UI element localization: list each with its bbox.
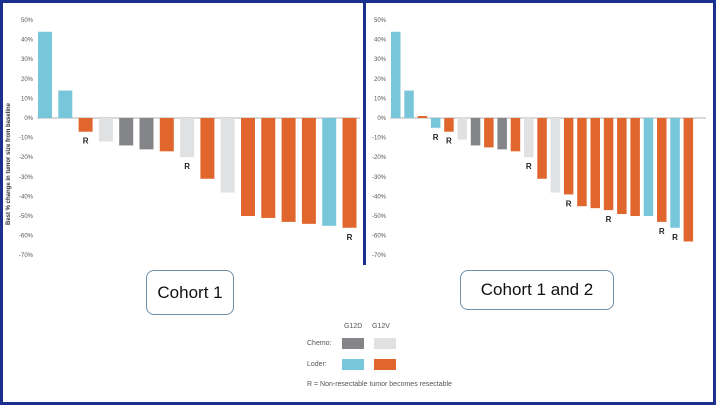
resectable-marker: R [184, 162, 190, 171]
bar-loder-g12v [444, 118, 454, 132]
y-tick-label: 20% [374, 77, 387, 83]
legend-footnote: R = Non-resectable tumor becomes resecta… [307, 381, 452, 388]
cohort-1-and-2-label: Cohort 1 and 2 [480, 280, 594, 299]
bar-loder-g12v [563, 118, 574, 195]
y-tick-label: 10% [374, 96, 387, 102]
bar-loder-g12d [391, 31, 401, 118]
resectable-marker: R [606, 215, 612, 224]
resectable-marker: R [566, 199, 572, 208]
y-tick-label: 10% [21, 96, 34, 102]
bar-loder-g12d [38, 31, 52, 118]
bar-loder-g12v [617, 118, 627, 215]
bar-chemo-g12d [119, 118, 134, 146]
y-tick-label: 50% [374, 18, 387, 24]
y-tick-label: -40% [372, 194, 387, 200]
cohort-1-and-2-label-box: Cohort 1 and 2 [460, 270, 614, 310]
y-tick-label: 0% [377, 116, 386, 122]
resectable-marker: R [83, 137, 89, 146]
bar-chemo-g12v [180, 118, 195, 158]
resectable-marker: R [526, 162, 532, 171]
panel-divider [363, 3, 366, 265]
bar-loder-g12v [159, 118, 174, 152]
y-tick-label: 40% [21, 38, 34, 44]
legend-swatch-loder-g12d [342, 359, 364, 370]
y-axis-label: Best % change in tumor size from baselin… [6, 102, 12, 225]
bar-loder-g12d [430, 118, 441, 128]
resectable-marker: R [672, 233, 678, 242]
bar-chemo-g12d [139, 118, 154, 150]
legend-header-g12v: G12V [372, 323, 390, 330]
y-tick-label: -70% [372, 253, 387, 259]
bar-loder-g12d [58, 90, 73, 118]
y-tick-label: -70% [19, 253, 34, 259]
y-tick-label: -30% [372, 175, 387, 181]
bar-loder-g12v [683, 118, 694, 242]
bar-chemo-g12d [497, 118, 507, 150]
bar-loder-g12v [241, 118, 255, 216]
y-tick-label: 20% [21, 77, 34, 83]
resectable-marker: R [433, 133, 439, 142]
bar-loder-g12v [417, 116, 428, 118]
y-tick-label: -20% [19, 155, 34, 161]
legend-swatch-loder-g12v [374, 359, 396, 370]
bar-loder-g12v [484, 118, 494, 148]
bar-loder-g12v [200, 118, 215, 179]
y-tick-label: 50% [21, 18, 34, 24]
bar-chemo-g12v [524, 118, 534, 158]
bar-loder-g12d [643, 118, 654, 216]
y-tick-label: -50% [19, 214, 34, 220]
bar-loder-g12v [342, 118, 357, 228]
cohort-1-label-box: Cohort 1 [146, 270, 234, 315]
y-tick-label: 40% [374, 38, 387, 44]
legend-row-chemo: Chemo: [307, 340, 332, 347]
bar-chemo-g12v [220, 118, 235, 193]
bar-loder-g12v [537, 118, 547, 179]
y-tick-label: 0% [24, 116, 33, 122]
legend-row-loder: Loder: [307, 361, 327, 368]
y-tick-label: -30% [19, 175, 34, 181]
y-tick-label: 30% [374, 57, 387, 63]
bar-loder-g12d [670, 118, 680, 228]
cohort-1-label: Cohort 1 [157, 282, 223, 302]
bar-loder-g12v [78, 118, 93, 132]
bar-chemo-g12v [457, 118, 467, 140]
y-tick-label: -40% [19, 194, 34, 200]
y-tick-label: -20% [372, 155, 387, 161]
y-tick-label: -10% [372, 136, 387, 142]
bar-chemo-g12v [98, 118, 113, 142]
resectable-marker: R [659, 227, 665, 236]
bar-loder-g12v [657, 118, 667, 222]
bar-loder-g12d [404, 90, 414, 118]
bar-loder-g12v [577, 118, 587, 207]
y-tick-label: -50% [372, 214, 387, 220]
legend-header-g12d: G12D [344, 323, 363, 330]
bar-loder-g12v [281, 118, 296, 222]
y-tick-label: -60% [372, 234, 387, 240]
bar-loder-g12d [322, 118, 337, 226]
bar-loder-g12v [301, 118, 316, 224]
bar-loder-g12v [590, 118, 600, 209]
y-tick-label: -60% [19, 234, 34, 240]
bar-loder-g12v [603, 118, 614, 211]
bar-chemo-g12v [550, 118, 561, 193]
y-tick-label: -10% [19, 136, 34, 142]
bar-chemo-g12d [470, 118, 481, 146]
legend-swatch-chemo-g12v [374, 338, 396, 349]
resectable-marker: R [446, 137, 452, 146]
legend-swatch-chemo-g12d [342, 338, 364, 349]
bar-loder-g12v [261, 118, 276, 218]
bar-loder-g12v [630, 118, 640, 216]
bar-loder-g12v [510, 118, 521, 152]
y-tick-label: 30% [21, 57, 34, 63]
resectable-marker: R [347, 233, 353, 242]
